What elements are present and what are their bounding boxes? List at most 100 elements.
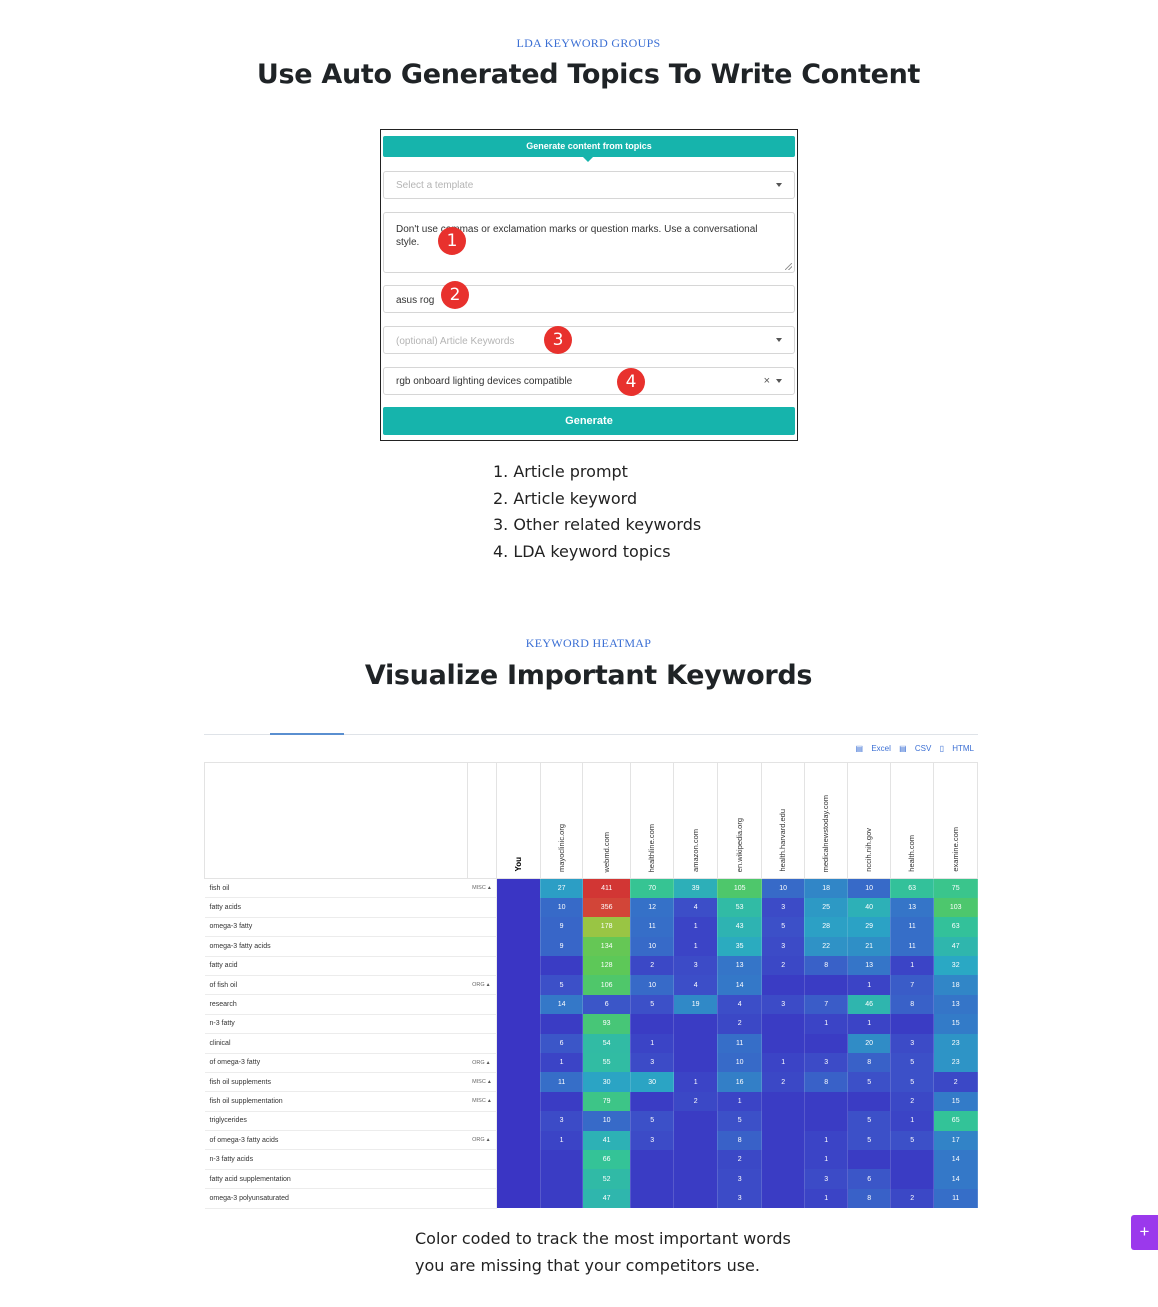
resize-handle-icon[interactable] [785,263,792,270]
you-cell [496,936,541,957]
competitor-column-header[interactable]: amazon.com [673,762,718,879]
heatmap-cell: 106 [582,975,631,995]
heatmap-cell: 1 [890,956,935,976]
competitor-column-header[interactable]: health.harvard.edu [761,762,805,879]
keyword-header [203,762,469,879]
lda-kicker: LDA KEYWORD GROUPS [516,36,661,50]
heatmap-cell: 11 [630,917,675,937]
heatmap-cell [540,1169,584,1189]
active-tab-indicator[interactable] [270,733,344,735]
keyword-cell[interactable]: clinical [204,1033,469,1054]
heatmap-cell: 14 [933,1169,978,1189]
heatmap-cell: 1 [847,975,891,995]
csv-export-link[interactable]: ▤ CSV [899,744,932,753]
keyword-cell[interactable]: fatty acid supplementation [204,1169,469,1190]
heatmap-cell: 1 [804,1014,849,1034]
article-keywords-placeholder: (optional) Article Keywords [396,336,515,347]
floating-add-button[interactable]: + [1131,1215,1158,1250]
entity-tag-cell: MISC▲ [467,1072,498,1093]
competitor-domain-label: nccih.nih.gov [864,828,874,872]
heatmap-cell [761,1111,805,1131]
heatmap-cell: 128 [582,956,631,976]
heatmap-cell: 19 [673,994,718,1015]
competitor-column-header[interactable]: webmd.com [582,762,631,879]
heatmap-cell [540,956,584,976]
keyword-cell[interactable]: research [204,994,469,1015]
heatmap-cell: 1 [761,1053,805,1073]
person-icon: ▲ [485,1059,491,1066]
keyword-cell[interactable]: fish oil [204,878,469,899]
heatmap-cell: 70 [630,878,675,898]
heatmap-cell: 23 [933,1053,978,1073]
heatmap-cell: 1 [673,936,718,957]
keyword-cell[interactable]: n-3 fatty acids [204,1149,469,1170]
competitor-column-header[interactable]: examine.com [933,762,978,879]
heatmap-cell [630,1014,675,1034]
lda-topic-select[interactable]: rgb onboard lighting devices compatible … [383,367,795,395]
heatmap-cell: 2 [673,1091,718,1112]
heatmap-cell: 32 [933,956,978,976]
heatmap-cell: 63 [933,917,978,937]
you-cell [496,1033,541,1054]
competitor-column-header[interactable]: healthline.com [629,762,675,879]
entity-tag-cell: ORG▲ [467,975,498,996]
heatmap-cell: 1 [540,1053,584,1073]
entity-tag: MISC [472,1098,486,1105]
heatmap-cell: 14 [717,975,763,995]
you-cell [496,897,541,918]
excel-export-link[interactable]: ▤ Excel [855,744,891,753]
heatmap-cell: 3 [890,1033,935,1054]
you-column-header[interactable]: You [496,762,541,879]
competitor-domain-label: mayoclinic.org [556,824,566,872]
competitor-column-header[interactable]: mayoclinic.org [539,762,584,879]
article-keywords-select[interactable]: (optional) Article Keywords [383,326,795,354]
keyword-cell[interactable]: n-3 fatty [204,1014,469,1035]
heatmap-cell [761,1188,805,1209]
keyword-cell[interactable]: triglycerides [204,1111,469,1132]
entity-tag-cell [467,1014,498,1035]
heatmap-cell: 11 [933,1188,978,1209]
clear-icon[interactable]: × [763,375,770,387]
heatmap-cell [761,1149,805,1170]
heatmap-cell: 4 [673,975,718,995]
competitor-domain-label: healthline.com [647,823,657,872]
heatmap-row: of omega-3 fatty ORG▲ 1 55 3 10 1 3 8 5 23 [204,1053,978,1073]
heatmap-cell [890,1014,935,1034]
callout-badge-2: 2 [441,281,469,309]
heatmap-cell: 11 [890,917,935,937]
competitor-column-header[interactable]: medicalnewstoday.com [803,762,849,879]
generate-tab[interactable]: Generate content from topics [383,136,795,157]
you-cell [496,1014,541,1034]
heatmap-cell: 5 [630,1111,675,1131]
competitor-column-header[interactable]: health.com [889,762,935,879]
template-select[interactable]: Select a template [383,171,795,199]
keyword-cell[interactable]: of fish oil [204,975,469,996]
heatmap-cell: 43 [717,917,763,937]
heatmap-cell: 14 [540,994,584,1015]
heatmap-cell: 12 [630,897,675,918]
heatmap-cell: 1 [804,1188,849,1209]
keyword-cell[interactable]: of omega-3 fatty acids [204,1130,469,1151]
html-export-link[interactable]: ▯ HTML [939,744,974,753]
competitor-domain-label: examine.com [950,827,960,872]
competitor-column-header[interactable]: nccih.nih.gov [847,762,891,879]
heatmap-cell: 1 [804,1130,849,1150]
heatmap-cell: 15 [933,1091,978,1112]
keyword-cell[interactable]: fatty acids [204,897,469,918]
keyword-cell[interactable]: fish oil supplementation [204,1091,469,1112]
keyword-cell[interactable]: omega-3 fatty [204,917,469,938]
keyword-cell[interactable]: omega-3 fatty acids [204,936,469,957]
legend-item: 1. Article prompt [493,462,628,481]
keyword-cell[interactable]: fatty acid [204,956,469,976]
heatmap-cell: 11 [717,1033,763,1054]
heatmap-cell: 6 [582,994,631,1015]
heatmap-cell [761,1014,805,1034]
heatmap-cell: 9 [540,936,584,957]
keyword-cell[interactable]: of omega-3 fatty [204,1053,469,1073]
competitor-column-header[interactable]: en.wikipedia.org [716,762,763,879]
keyword-cell[interactable]: fish oil supplements [204,1072,469,1093]
generate-button[interactable]: Generate [383,407,795,435]
heatmap-cell [761,1091,805,1112]
keyword-cell[interactable]: omega-3 polyunsaturated [204,1188,469,1209]
lda-section-title: Use Auto Generated Topics To Write Conte… [256,59,921,90]
